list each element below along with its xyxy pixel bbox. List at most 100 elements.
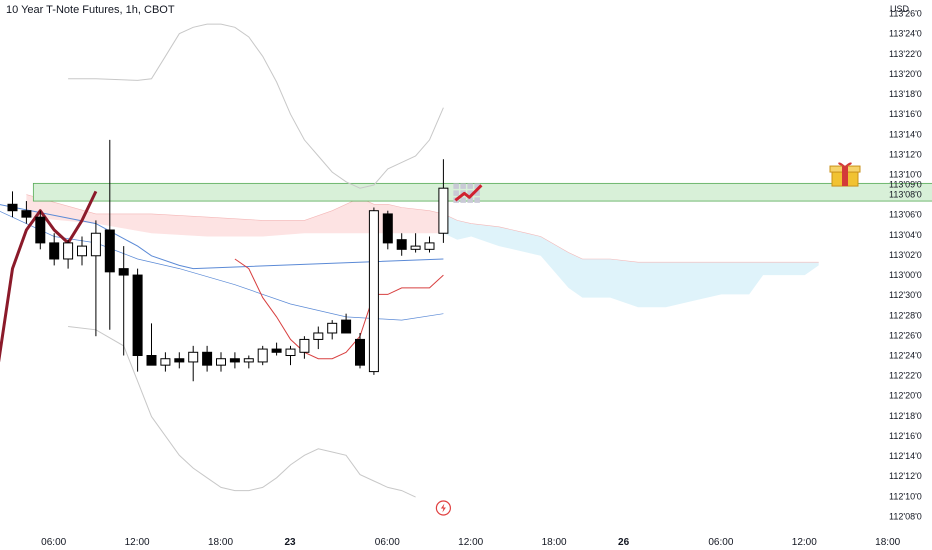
candle[interactable] bbox=[104, 139, 115, 330]
grid-cell bbox=[460, 197, 466, 203]
candle[interactable] bbox=[118, 246, 129, 356]
resistance-zone-layer bbox=[32, 182, 932, 202]
y-tick-label: 113'00'0 bbox=[889, 270, 922, 280]
candle-body-bull bbox=[299, 338, 310, 353]
resistance-zone[interactable] bbox=[32, 182, 932, 202]
candle-body-bull bbox=[160, 358, 171, 366]
y-tick-label: 113'02'0 bbox=[889, 250, 922, 260]
candle[interactable] bbox=[410, 233, 421, 253]
y-tick-label: 112'10'0 bbox=[889, 491, 922, 501]
y-tick-label: 112'18'0 bbox=[889, 411, 922, 421]
candle-body-bear bbox=[396, 239, 407, 250]
candle[interactable] bbox=[174, 352, 185, 369]
candle-body-bull bbox=[438, 187, 449, 234]
y-tick-label: 113'09'0 bbox=[889, 180, 922, 190]
candle[interactable] bbox=[341, 313, 352, 334]
flash-bolt bbox=[440, 503, 446, 513]
y-tick-label: 112'30'0 bbox=[889, 290, 922, 300]
candle-body-bull bbox=[368, 210, 379, 373]
candle[interactable] bbox=[146, 323, 157, 366]
candle-body-bear bbox=[104, 229, 115, 273]
x-tick-label: 12:00 bbox=[792, 537, 817, 548]
y-tick-label: 113'16'0 bbox=[889, 109, 922, 119]
grid-cell bbox=[453, 183, 459, 189]
candle[interactable] bbox=[257, 345, 268, 366]
x-tick-label: 06:00 bbox=[708, 537, 733, 548]
y-tick-label: 112'08'0 bbox=[889, 511, 922, 521]
candle-body-bull bbox=[257, 348, 268, 363]
bollinger-lower bbox=[68, 326, 416, 498]
x-tick-label: 12:00 bbox=[125, 537, 150, 548]
candle-body-bull bbox=[63, 242, 74, 260]
candle[interactable] bbox=[21, 201, 32, 224]
y-tick-label: 112'26'0 bbox=[889, 330, 922, 340]
candle[interactable] bbox=[424, 236, 435, 253]
candle-body-bear bbox=[35, 216, 46, 244]
candle-body-bear bbox=[341, 319, 352, 334]
icons bbox=[435, 162, 861, 516]
candle-body-bull bbox=[313, 332, 324, 340]
kumo-bear-edge bbox=[26, 194, 444, 221]
grid-cell bbox=[453, 190, 459, 196]
candle[interactable] bbox=[368, 207, 379, 375]
candle-body-bear bbox=[229, 358, 240, 363]
candle[interactable] bbox=[202, 345, 213, 372]
y-tick-label: 112'20'0 bbox=[889, 391, 922, 401]
candle[interactable] bbox=[313, 326, 324, 350]
x-tick-label: 12:00 bbox=[458, 537, 483, 548]
gift-bow bbox=[838, 162, 852, 167]
kumo-bull bbox=[443, 213, 819, 308]
x-tick-label: 23 bbox=[284, 537, 296, 548]
y-tick-label: 113'26'0 bbox=[889, 9, 922, 19]
candle[interactable] bbox=[77, 236, 87, 266]
candle[interactable] bbox=[49, 233, 60, 266]
y-tick-label: 113'06'0 bbox=[889, 210, 922, 220]
candle[interactable] bbox=[299, 336, 310, 359]
y-tick-label: 112'12'0 bbox=[889, 471, 922, 481]
chart-trend-icon[interactable] bbox=[453, 183, 483, 203]
chart-title: 10 Year T-Note Futures, 1h, CBOT bbox=[6, 4, 175, 16]
candle[interactable] bbox=[132, 268, 143, 372]
gift-ribbon bbox=[842, 166, 848, 187]
candle-body-bull bbox=[243, 358, 254, 363]
candle[interactable] bbox=[7, 191, 18, 218]
candle[interactable] bbox=[355, 332, 365, 369]
grid-cell bbox=[460, 183, 466, 189]
gift-icon[interactable] bbox=[829, 162, 861, 187]
candle[interactable] bbox=[327, 320, 338, 340]
flash-icon[interactable] bbox=[435, 500, 451, 516]
y-tick-label: 113'12'0 bbox=[889, 149, 922, 159]
x-tick-label: 06:00 bbox=[375, 537, 400, 548]
axes: 113'26'0 113'24'0 113'22'0 113'20'0 113'18'0… bbox=[41, 9, 922, 548]
candle[interactable] bbox=[160, 352, 171, 372]
candle[interactable] bbox=[243, 355, 254, 369]
candle[interactable] bbox=[382, 210, 393, 250]
kumo-bear bbox=[26, 194, 444, 237]
y-tick-label: 113'24'0 bbox=[889, 29, 922, 39]
y-tick-label: 112'24'0 bbox=[889, 351, 922, 361]
grid-cell bbox=[474, 197, 480, 203]
kumo-bull-edge bbox=[443, 213, 819, 263]
candle[interactable] bbox=[35, 210, 46, 250]
y-tick-label: 113'10'0 bbox=[889, 170, 922, 180]
candle[interactable] bbox=[216, 352, 226, 372]
candle[interactable] bbox=[438, 159, 449, 243]
y-tick-label: 112'14'0 bbox=[889, 451, 922, 461]
candle[interactable] bbox=[285, 345, 296, 366]
candle[interactable] bbox=[229, 352, 240, 369]
candle-body-bear bbox=[132, 274, 143, 357]
grid-cell bbox=[467, 197, 473, 203]
y-tick-label: 112'28'0 bbox=[889, 310, 922, 320]
candle[interactable] bbox=[63, 239, 74, 269]
candle[interactable] bbox=[396, 233, 407, 256]
candle[interactable] bbox=[188, 345, 199, 382]
y-tick-label: 113'14'0 bbox=[889, 129, 922, 139]
candle-body-bear bbox=[382, 213, 393, 244]
candle-body-bull bbox=[216, 358, 226, 366]
candle[interactable] bbox=[90, 220, 101, 337]
candle-body-bear bbox=[118, 268, 129, 276]
candle-body-bull bbox=[90, 232, 101, 257]
x-tick-label: 18:00 bbox=[875, 537, 900, 548]
candle[interactable] bbox=[271, 342, 282, 356]
